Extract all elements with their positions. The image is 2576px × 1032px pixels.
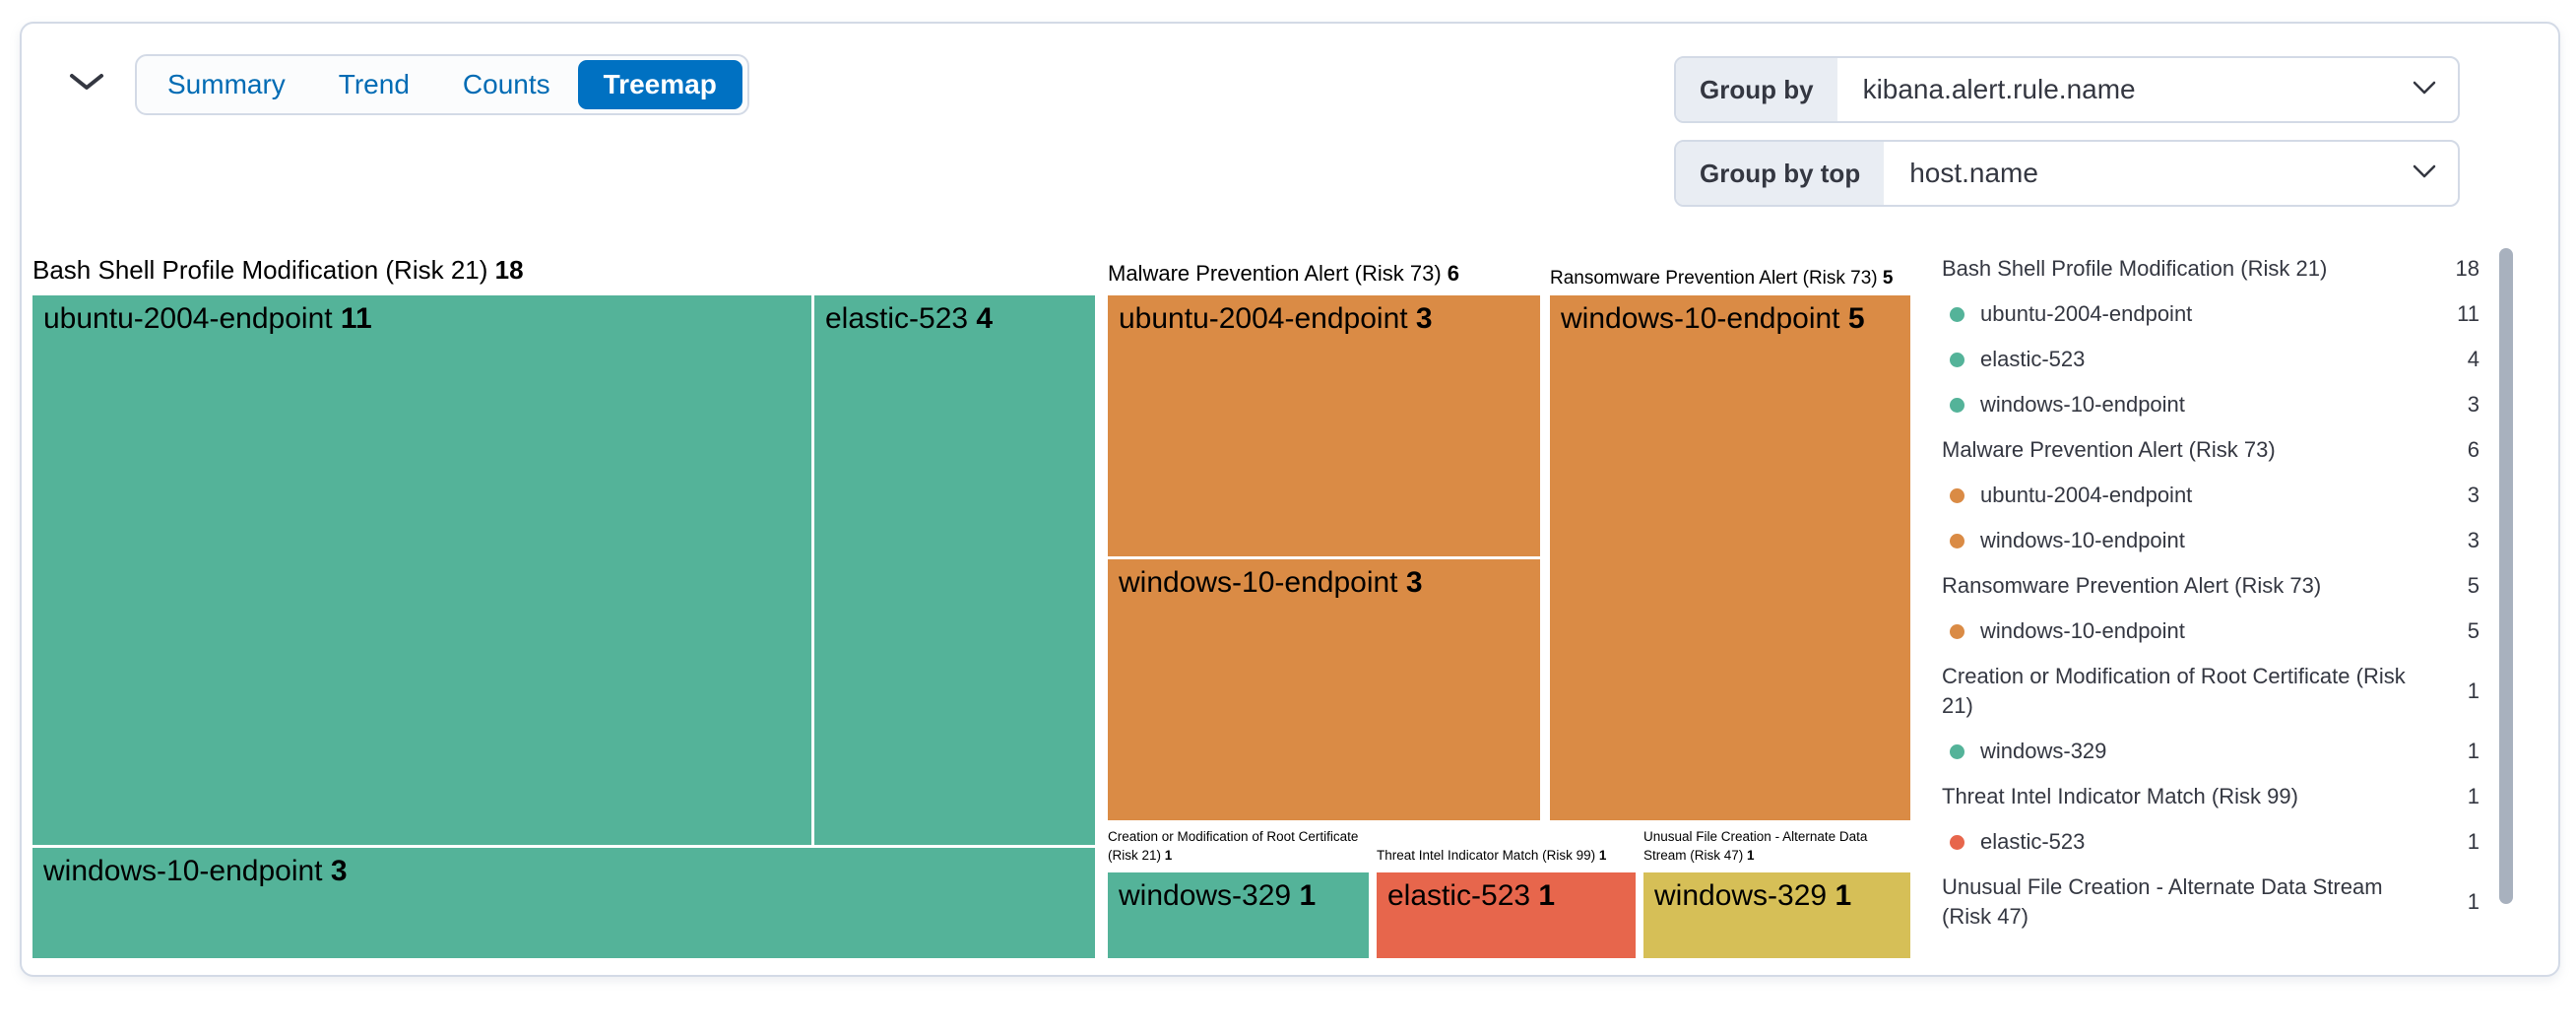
legend-label: Malware Prevention Alert (Risk 73) [1942,437,2276,462]
legend: Bash Shell Profile Modification (Risk 21… [1942,246,2479,939]
legend-count: 1 [2467,739,2479,763]
legend-count: 5 [2467,618,2479,643]
treemap-cell-label: windows-329 1 [1119,879,1317,912]
legend-row[interactable]: windows-10-endpoint 3 [1942,382,2479,427]
legend-count: 3 [2467,392,2479,417]
treemap-cell[interactable]: ubuntu-2004-endpoint 3 [1108,295,1540,556]
legend-count: 1 [2467,889,2479,914]
group-by-top-select[interactable]: Group by top host.name [1674,140,2460,207]
legend-label: Creation or Modification of Root Certifi… [1942,664,2406,718]
legend-label: Threat Intel Indicator Match (Risk 99) [1942,784,2298,808]
treemap-group-header: Bash Shell Profile Modification (Risk 21… [32,255,524,285]
legend-row[interactable]: windows-329 1 [1942,729,2479,774]
legend-label: ubuntu-2004-endpoint [1980,301,2193,326]
group-by-top-value: host.name [1909,158,2038,188]
tab-summary[interactable]: Summary [142,60,311,109]
legend-label: windows-10-endpoint [1980,528,2185,552]
treemap-group-header: Ransomware Prevention Alert (Risk 73) 5 [1550,268,1894,289]
legend-row[interactable]: Unusual File Creation - Alternate Data S… [1942,865,2479,939]
legend-label: windows-329 [1980,739,2107,763]
tab-counts[interactable]: Counts [437,60,576,109]
treemap-group-header: Threat Intel Indicator Match (Risk 99) 1 [1377,848,1607,863]
legend-count: 18 [2455,256,2479,281]
chevron-down-icon [69,73,104,94]
treemap-cell-label: windows-10-endpoint 5 [1561,302,1865,335]
treemap-cell[interactable]: elastic-523 1 [1377,872,1636,958]
treemap-group-header: Unusual File Creation - Alternate Data S… [1643,829,1868,863]
legend-label: windows-10-endpoint [1980,618,2185,643]
treemap-cell-label: ubuntu-2004-endpoint 11 [43,302,372,335]
tab-treemap[interactable]: Treemap [577,60,742,109]
treemap-group-header: Malware Prevention Alert (Risk 73) 6 [1108,261,1460,286]
treemap-cell[interactable]: windows-10-endpoint 3 [32,848,1095,958]
legend-row[interactable]: windows-10-endpoint 3 [1942,518,2479,563]
treemap-cell[interactable]: windows-10-endpoint 5 [1550,295,1910,820]
treemap-cell[interactable]: windows-329 1 [1643,872,1910,958]
group-by-select[interactable]: Group by kibana.alert.rule.name [1674,56,2460,123]
chevron-down-icon [2413,81,2436,99]
legend-row[interactable]: ubuntu-2004-endpoint 3 [1942,473,2479,518]
legend-scrollbar[interactable] [2499,248,2513,904]
treemap-cell[interactable]: ubuntu-2004-endpoint 11 [32,295,811,845]
green-dot-icon [1950,352,1964,367]
legend-count: 1 [2467,829,2479,854]
legend-label: Ransomware Prevention Alert (Risk 73) [1942,573,2322,598]
treemap-cell-label: elastic-523 1 [1387,879,1556,912]
legend-row[interactable]: elastic-523 1 [1942,819,2479,865]
legend-row[interactable]: elastic-523 4 [1942,337,2479,382]
treemap-group-header: Creation or Modification of Root Certifi… [1108,829,1359,863]
treemap-cell-label: elastic-523 4 [825,302,994,335]
group-by-top-label: Group by top [1676,142,1885,205]
chevron-down-icon [2413,164,2436,183]
treemap-cell-label: windows-10-endpoint 3 [1119,566,1423,599]
legend-count: 11 [2457,301,2479,326]
legend-count: 6 [2467,437,2479,462]
legend-count: 3 [2467,483,2479,507]
treemap-cell-label: ubuntu-2004-endpoint 3 [1119,302,1433,335]
legend-label: elastic-523 [1980,347,2086,371]
treemap-cell[interactable]: windows-329 1 [1108,872,1369,958]
group-by-label: Group by [1676,58,1837,121]
legend-row[interactable]: Threat Intel Indicator Match (Risk 99) 1 [1942,774,2479,819]
green-dot-icon [1950,306,1964,322]
green-dot-icon [1950,397,1964,413]
green-dot-icon [1950,743,1964,759]
legend-row[interactable]: windows-10-endpoint 5 [1942,609,2479,654]
view-tabs: Summary Trend Counts Treemap [135,54,749,115]
legend-row[interactable]: ubuntu-2004-endpoint 11 [1942,291,2479,337]
orange-dot-icon [1950,487,1964,503]
orange-dot-icon [1950,533,1964,548]
legend-label: ubuntu-2004-endpoint [1980,483,2193,507]
treemap-cell[interactable]: windows-10-endpoint 3 [1108,559,1540,820]
legend-label: Unusual File Creation - Alternate Data S… [1942,874,2383,929]
legend-row[interactable]: Bash Shell Profile Modification (Risk 21… [1942,246,2479,291]
legend-count: 1 [2467,784,2479,808]
legend-count: 3 [2467,528,2479,552]
red-dot-icon [1950,834,1964,850]
treemap-cell[interactable]: elastic-523 4 [814,295,1095,845]
orange-dot-icon [1950,623,1964,639]
legend-row[interactable]: Ransomware Prevention Alert (Risk 73) 5 [1942,563,2479,609]
legend-count: 1 [2467,678,2479,703]
tab-trend[interactable]: Trend [313,60,435,109]
group-by-value: kibana.alert.rule.name [1862,74,2136,104]
legend-row[interactable]: Creation or Modification of Root Certifi… [1942,654,2479,729]
legend-row[interactable]: Malware Prevention Alert (Risk 73) 6 [1942,427,2479,473]
legend-count: 5 [2467,573,2479,598]
legend-label: elastic-523 [1980,829,2086,854]
collapse-panel-button[interactable] [61,61,112,104]
legend-label: windows-10-endpoint [1980,392,2185,417]
treemap-cell-label: windows-329 1 [1654,879,1852,912]
legend-label: Bash Shell Profile Modification (Risk 21… [1942,256,2328,281]
legend-count: 4 [2467,347,2479,371]
treemap-cell-label: windows-10-endpoint 3 [43,855,348,887]
